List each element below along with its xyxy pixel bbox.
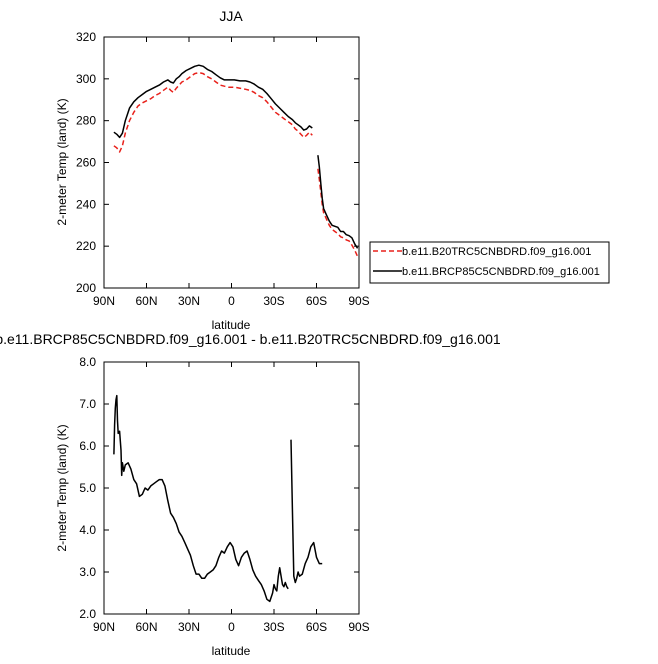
plot-frame (103, 361, 360, 615)
y-tick-label: 320 (76, 30, 96, 44)
y-axis: 200 220 240 260 280 300 320 (76, 30, 359, 295)
x-tick-label: 60N (135, 294, 157, 308)
data-lines (113, 394, 323, 603)
x-tick-label: 0 (228, 620, 235, 634)
y-tick-label: 6.0 (79, 439, 96, 453)
series-line (290, 439, 323, 584)
y-axis-label: 2-meter Temp (land) (K) (55, 424, 69, 551)
legend-entry-label: b.e11.B20TRC5CNBDRD.f09_g16.001 (402, 246, 591, 258)
y-tick-label: 240 (76, 197, 96, 211)
x-axis-label: latitude (212, 318, 251, 332)
x-tick-label: 60S (306, 294, 327, 308)
x-tick-label: 30S (263, 620, 284, 634)
y-tick-label: 300 (76, 72, 96, 86)
y-tick-label: 4.0 (79, 523, 96, 537)
x-tick-label: 30N (178, 294, 200, 308)
y-tick-label: 3.0 (79, 565, 96, 579)
y-tick-label: 260 (76, 156, 96, 170)
x-tick-label: 30N (178, 620, 200, 634)
legend: b.e11.B20TRC5CNBDRD.f09_g16.001 b.e11.BR… (369, 241, 610, 284)
data-lines (113, 64, 359, 257)
x-axis-label: latitude (212, 644, 251, 658)
x-tick-label: 30S (263, 294, 284, 308)
x-tick-label: 90S (348, 620, 369, 634)
series-line (317, 155, 359, 249)
y-tick-label: 5.0 (79, 481, 96, 495)
legend-entry-label: b.e11.BRCP85C5CNBDRD.f09_g16.001 (402, 266, 600, 278)
top-chart: JJA 90N 60N 30N 0 30S 60S 90S 200 220 240 260 280 3… (55, 8, 370, 332)
series-line (113, 71, 313, 153)
y-tick-label: 280 (76, 114, 96, 128)
bottom-chart: b.e11.BRCP85C5CNBDRD.f09_g16.001 - b.e11… (0, 331, 501, 658)
x-tick-label: 90S (348, 294, 369, 308)
y-axis-label: 2-meter Temp (land) (K) (55, 98, 69, 225)
x-tick-label: 90N (93, 294, 115, 308)
y-tick-label: 8.0 (79, 355, 96, 369)
y-axis: 2.0 3.0 4.0 5.0 6.0 7.0 8.0 (79, 355, 359, 621)
chart-title: b.e11.BRCP85C5CNBDRD.f09_g16.001 - b.e11… (0, 331, 501, 347)
series-line (113, 394, 289, 603)
y-tick-label: 220 (76, 239, 96, 253)
x-tick-label: 90N (93, 620, 115, 634)
legend-box (369, 241, 610, 284)
series-line (317, 168, 359, 257)
y-tick-label: 7.0 (79, 397, 96, 411)
plot-frame (103, 36, 360, 289)
chart-title: JJA (219, 8, 243, 24)
y-tick-label: 200 (76, 281, 96, 295)
x-tick-label: 60S (306, 620, 327, 634)
x-axis: 90N 60N 30N 0 30S 60S 90S (93, 37, 370, 308)
x-tick-label: 0 (228, 294, 235, 308)
x-tick-label: 60N (135, 620, 157, 634)
y-tick-label: 2.0 (79, 607, 96, 621)
series-line (113, 64, 313, 139)
x-axis: 90N 60N 30N 0 30S 60S 90S (93, 362, 370, 634)
